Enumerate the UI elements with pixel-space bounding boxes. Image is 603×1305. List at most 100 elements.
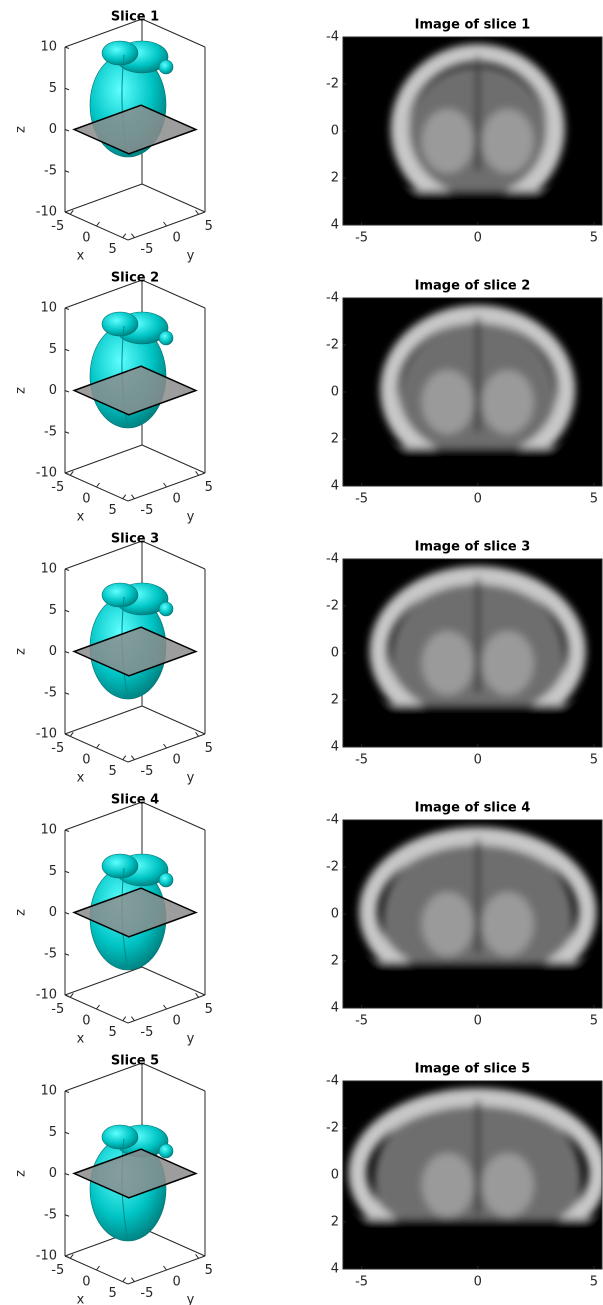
brain-bulb (159, 602, 173, 616)
z-tick-label: 0 (49, 644, 57, 659)
x-tick-label: 5 (590, 492, 598, 507)
inner (422, 370, 474, 434)
chart-title: Slice 3 (111, 532, 159, 547)
z-tick (65, 88, 69, 90)
chart-title: Image of slice 5 (415, 1062, 531, 1077)
z-tick-label: -5 (44, 424, 57, 439)
x-tick-label: 0 (474, 1014, 482, 1029)
x-tick-label: 5 (590, 1275, 598, 1290)
z-tick-label: -10 (36, 988, 57, 1003)
y-tick-label: 0 (173, 1014, 181, 1029)
y-axis-label: y (187, 249, 195, 264)
z-tick-label: 5 (49, 1125, 57, 1140)
brain-bulb (159, 1144, 173, 1158)
y-axis-label: y (187, 1293, 195, 1305)
x-tick-label: 5 (108, 1025, 116, 1040)
y-tick-label: 0 (331, 124, 339, 139)
x-tick-label: -5 (51, 1002, 64, 1017)
y-tick-label: 5 (205, 480, 213, 495)
y-tick (131, 756, 134, 760)
x-tick (97, 744, 100, 748)
y-tick-label: -4 (326, 813, 339, 828)
ventral-cut (343, 448, 602, 508)
x-tick-label: -5 (355, 231, 368, 246)
z-tick (65, 693, 69, 695)
inner (422, 631, 474, 695)
x-tick-label: 0 (82, 1014, 90, 1029)
y-tick-label: 2 (331, 432, 339, 447)
x-axis-label: x (77, 510, 85, 525)
axis-box-edge (65, 445, 142, 473)
y-tick (131, 1278, 134, 1282)
z-tick-label: 5 (49, 81, 57, 96)
y-tick-label: -2 (326, 1121, 339, 1136)
x-tick-label: 0 (82, 753, 90, 768)
x-tick-label: 5 (108, 242, 116, 257)
z-tick-label: 10 (40, 823, 57, 838)
axis-box-edge (65, 706, 142, 734)
z-tick (65, 830, 69, 832)
z-tick (65, 954, 69, 956)
y-tick-label: -5 (140, 1286, 153, 1301)
x-tick-label: 5 (590, 231, 598, 246)
x-tick (97, 222, 100, 226)
y-tick-label: 5 (205, 1002, 213, 1017)
ventral-cut (343, 705, 602, 765)
x-tick (70, 1254, 73, 1258)
z-tick (65, 569, 69, 571)
y-tick-label: -2 (326, 77, 339, 92)
y-tick-label: 4 (331, 218, 339, 233)
brain-lobe (102, 583, 138, 607)
chart-title: Image of slice 3 (415, 540, 531, 555)
x-tick (123, 756, 126, 760)
y-tick (196, 993, 199, 997)
inner (482, 631, 534, 695)
y-tick-label: 0 (331, 385, 339, 400)
z-tick (65, 212, 69, 214)
inner (482, 892, 534, 956)
z-tick (65, 473, 69, 475)
x-tick-label: 0 (474, 1275, 482, 1290)
y-tick-label: -2 (326, 860, 339, 875)
chart-title: Image of slice 4 (415, 801, 531, 816)
x-tick (70, 471, 73, 475)
y-tick-label: -4 (326, 1074, 339, 1089)
y-tick-label: 2 (331, 1215, 339, 1230)
y-tick (164, 744, 167, 748)
y-tick (164, 483, 167, 487)
z-tick (65, 995, 69, 997)
z-tick-label: 0 (49, 1166, 57, 1181)
z-tick-label: 5 (49, 603, 57, 618)
inner (482, 1153, 534, 1217)
x-tick-label: -5 (355, 1014, 368, 1029)
brain-lobe (102, 1125, 138, 1149)
x-tick (97, 1005, 100, 1009)
axis-box-edge (142, 706, 205, 734)
z-tick-label: 0 (49, 122, 57, 137)
brain-bulb (159, 873, 173, 887)
y-tick-label: 2 (331, 171, 339, 186)
x-tick-label: -5 (51, 741, 64, 756)
y-tick-label: -5 (140, 503, 153, 518)
y-tick (131, 495, 134, 499)
y-tick-label: 5 (205, 1263, 213, 1278)
z-tick-label: 10 (40, 40, 57, 55)
y-tick (196, 732, 199, 736)
z-tick (65, 1215, 69, 1217)
z-tick-label: 10 (40, 562, 57, 577)
slice-tissue (343, 1094, 602, 1279)
slice-image (343, 1094, 602, 1279)
x-tick-label: 5 (590, 1014, 598, 1029)
z-tick (65, 871, 69, 873)
z-tick (65, 1174, 69, 1176)
y-tick (131, 234, 134, 238)
z-tick (65, 391, 69, 393)
x-tick (70, 732, 73, 736)
x-tick (123, 495, 126, 499)
inner (482, 109, 534, 173)
y-tick-label: 2 (331, 693, 339, 708)
x-tick-label: -5 (51, 1263, 64, 1278)
z-tick (65, 47, 69, 49)
x-tick-label: 0 (82, 1275, 90, 1290)
page: -10-50510-505-505xyzSlice 1-505-4-2024Im… (0, 0, 603, 1305)
